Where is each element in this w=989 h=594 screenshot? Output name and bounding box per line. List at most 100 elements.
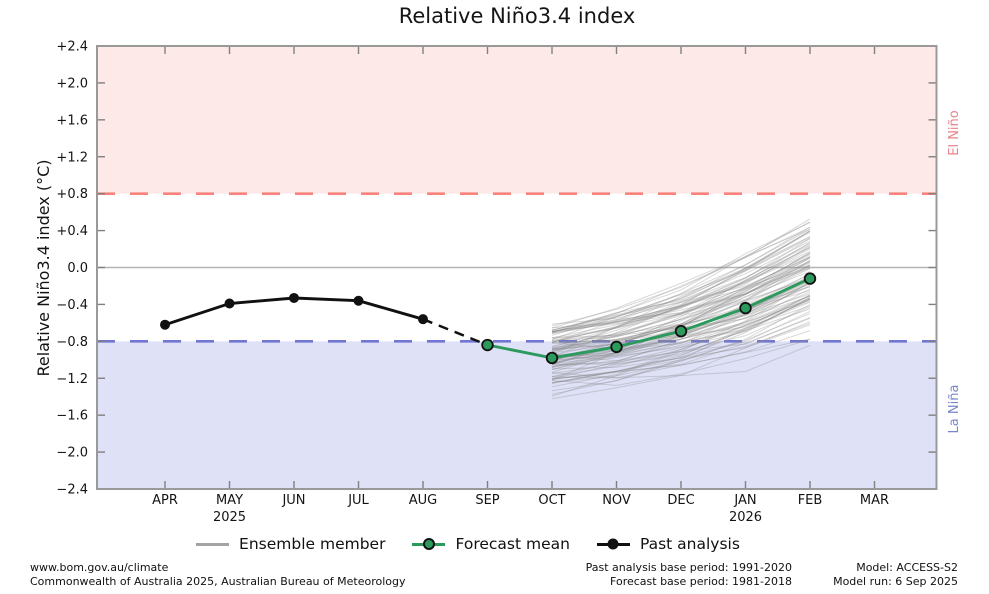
x-tick-labels: APR MAY 2025 JUN JUL AUG SEP OCT NOV DEC JAN 2026 FE… [152,493,889,525]
ensemble-member-line [551,264,811,332]
ensemble-lines [551,218,811,400]
ensemble-member-line [551,288,811,371]
ensemble-member-line [551,230,811,355]
y-tick-label: +1.6 [56,113,88,128]
ensemble-member-line [551,230,811,340]
month-label: AUG [409,493,437,508]
plot-border [96,45,938,490]
legend-item-ensemble: Ensemble member [196,535,385,553]
ensemble-member-line [551,321,811,400]
forecast-mean-series [481,272,817,365]
ensemble-member-line [551,244,811,335]
legend-label: Ensemble member [239,535,386,553]
ensemble-member-line [551,297,811,378]
y-tick-label: −1.2 [56,372,88,387]
footer-copyright: Commonwealth of Australia 2025, Australi… [30,574,406,588]
chart-title: Relative Niño3.4 index [398,4,636,28]
ensemble-member-line [551,317,811,366]
month-label: FEB [798,493,823,508]
ensemble-member-line [551,251,811,352]
y-tick-label: 0.0 [67,261,88,276]
ensemble-member-line [551,267,811,340]
past-analysis-point [224,298,235,309]
footer-model: Model: ACCESS-S2 [856,561,958,574]
ensemble-member-line [551,294,811,367]
ensemble-member-line [551,242,811,332]
forecast-mean-point [739,301,752,315]
el-nino-band-label: El Niño [947,110,962,156]
dot-marker-icon [607,538,619,550]
ensemble-member-line [551,237,811,343]
footer-model-info: Model: ACCESS-S2 Model run: 6 Sep 2025 [760,561,958,588]
ensemble-member-line [551,248,811,341]
ensemble-member-line [551,299,811,350]
footer-url: www.bom.gov.au/climate [30,561,169,574]
ensemble-member-line [551,261,811,329]
ensemble-member-line [551,344,811,379]
ensemble-member-line [551,330,811,380]
forecast-mean-line [487,277,811,360]
y-tick-label: +2.4 [56,40,88,55]
ensemble-member-line [551,278,811,342]
ensemble-member-line [551,238,811,350]
ensemble-member-line [551,300,811,365]
ensemble-member-line [551,267,811,334]
footer-model-run: Model run: 6 Sep 2025 [833,574,958,588]
ensemble-member-line [551,256,811,325]
y-tick-label: +1.2 [56,150,88,165]
ensemble-member-line [551,281,811,397]
ensemble-member-line [551,242,811,331]
ensemble-member-line [551,282,811,362]
ensemble-member-line [551,264,811,333]
forecast-mean-point [803,272,817,285]
past-analysis-series [160,292,428,330]
ensemble-member-line [551,305,811,384]
ensemble-member-line [551,262,811,352]
ensemble-member-line [551,290,811,344]
month-label: SEP [475,493,499,508]
ensemble-member-line [551,245,811,348]
ensemble-line-swatch-icon [196,542,230,546]
ensemble-member-line [551,298,811,388]
ensemble-member-line [551,324,811,370]
month-label: DEC [667,493,694,508]
year-label: 2025 [213,510,246,525]
forecast-mean-point [545,351,559,365]
ensemble-member-line [551,339,811,386]
ensemble-member-line [551,250,811,350]
year-label: 2026 [729,510,762,525]
past-analysis-to-forecast-transition-series [422,318,488,347]
y-tick-label: −1.6 [56,409,88,424]
past-analysis-point [160,319,170,330]
circle-marker-icon [422,538,435,550]
la-nina-band-label: La Niña [947,384,962,434]
ensemble-member-line [551,297,811,384]
month-label: JUN [281,493,305,508]
threshold-bands [97,46,937,489]
ensemble-member-line [551,306,811,362]
ensemble-member-line [551,247,811,365]
footer-attribution: www.bom.gov.au/climate Commonwealth of A… [30,561,405,588]
axis-ticks [97,45,937,490]
ensemble-member-line [551,221,811,329]
month-label: APR [152,493,178,508]
legend-label: Past analysis [639,535,740,553]
ensemble-member-line [551,301,811,367]
ensemble-member-line [551,268,811,347]
month-label: MAY [216,493,243,508]
past-analysis-to-forecast-transition-line [422,318,488,347]
ensemble-member-line [551,304,811,392]
y-tick-label: +0.8 [56,187,88,202]
footer-past-base-period: Past analysis base period: 1991-2020 [585,561,792,574]
ensemble-member-line [551,322,811,380]
forecast-mean-swatch-icon [412,538,446,550]
y-tick-label: −2.4 [56,483,88,498]
ensemble-member-line [551,228,811,333]
ensemble-member-line [551,226,811,333]
ensemble-member-line [551,294,811,395]
ensemble-member-line [551,264,811,333]
legend-item-past-analysis: Past analysis [596,535,740,553]
ensemble-member-line [551,222,811,331]
ensemble-member-line [551,253,811,339]
